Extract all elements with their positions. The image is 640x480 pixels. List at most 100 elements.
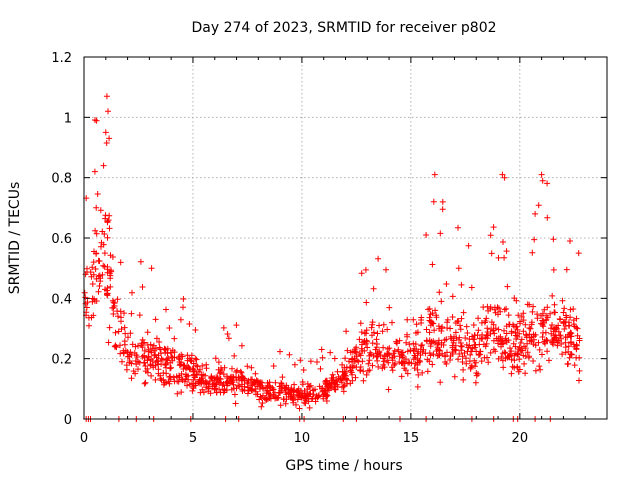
data-point	[411, 365, 418, 372]
data-point	[490, 346, 497, 353]
data-point	[224, 331, 231, 337]
data-point	[270, 363, 277, 369]
data-point-peak	[538, 171, 545, 178]
data-point	[457, 326, 464, 333]
data-point	[192, 382, 199, 389]
data-point	[272, 379, 279, 386]
y-tick-label: 1.2	[51, 51, 72, 66]
data-point	[517, 320, 524, 327]
y-tick-labels: 0 0.2 0.4 0.6 0.8 1 1.2	[51, 51, 72, 428]
data-point	[499, 337, 506, 344]
data-point	[296, 405, 303, 412]
data-point	[100, 262, 107, 269]
data-point	[176, 372, 183, 379]
data-point	[302, 400, 309, 407]
data-point-peak	[532, 210, 539, 217]
data-point	[482, 318, 489, 324]
data-point	[385, 359, 392, 366]
data-point	[402, 367, 409, 374]
data-point	[142, 379, 149, 386]
data-point	[416, 357, 423, 364]
data-point	[570, 321, 577, 328]
data-point	[467, 351, 474, 358]
data-point	[89, 264, 96, 271]
data-point	[484, 354, 490, 361]
data-point	[358, 329, 365, 336]
data-point	[478, 358, 485, 365]
data-point	[426, 305, 433, 312]
data-point	[128, 310, 135, 317]
data-point	[451, 346, 458, 353]
data-point	[560, 320, 567, 327]
data-point	[370, 329, 377, 336]
data-point	[398, 373, 405, 380]
data-point	[518, 336, 525, 343]
data-point	[306, 404, 313, 411]
data-point	[355, 358, 362, 365]
data-point	[458, 343, 465, 350]
data-point	[328, 375, 335, 382]
data-point	[81, 289, 88, 296]
data-point	[352, 374, 359, 381]
data-point	[97, 275, 104, 282]
data-point-peak	[91, 168, 98, 175]
data-point-peak	[105, 108, 111, 115]
data-point	[307, 391, 314, 398]
data-point	[419, 342, 426, 348]
data-point	[389, 319, 395, 326]
data-point	[101, 231, 108, 237]
data-point	[267, 387, 273, 394]
data-point	[429, 320, 436, 327]
data-point	[385, 386, 392, 393]
data-point	[138, 342, 145, 349]
data-point	[404, 370, 411, 377]
data-point	[155, 366, 162, 373]
data-point	[93, 117, 100, 124]
data-point	[202, 372, 209, 379]
data-point	[339, 361, 346, 368]
data-point	[148, 349, 155, 356]
data-point	[105, 339, 112, 346]
data-point	[379, 328, 386, 335]
data-point	[121, 324, 128, 331]
data-point	[473, 348, 480, 355]
data-point	[495, 305, 502, 312]
data-point	[526, 325, 533, 331]
data-point	[430, 351, 437, 358]
data-point	[436, 289, 443, 296]
data-point	[315, 393, 322, 400]
data-point	[399, 349, 406, 356]
data-point	[433, 312, 440, 319]
data-point	[180, 366, 187, 372]
data-point	[383, 266, 389, 273]
data-point	[568, 351, 575, 358]
data-point	[429, 261, 436, 268]
data-point	[463, 323, 470, 330]
data-point-peak	[100, 162, 107, 169]
data-point	[358, 270, 365, 277]
data-point	[361, 347, 368, 354]
data-point	[391, 347, 398, 354]
data-point	[386, 304, 393, 311]
data-point	[312, 398, 319, 405]
data-point	[340, 372, 347, 379]
data-point	[102, 215, 109, 222]
data-point	[567, 329, 574, 336]
data-point	[180, 296, 187, 302]
data-point	[380, 344, 387, 351]
data-point	[122, 330, 129, 337]
data-point	[220, 324, 227, 331]
data-point	[559, 297, 566, 304]
data-point-peak	[455, 265, 462, 272]
data-point	[363, 299, 370, 306]
data-point	[297, 387, 304, 394]
data-point	[277, 402, 284, 409]
data-point	[471, 332, 478, 339]
data-point	[166, 380, 173, 387]
data-point	[352, 349, 359, 356]
data-point	[144, 365, 151, 372]
data-point	[107, 275, 114, 282]
data-point	[178, 376, 185, 383]
data-point	[314, 359, 320, 365]
